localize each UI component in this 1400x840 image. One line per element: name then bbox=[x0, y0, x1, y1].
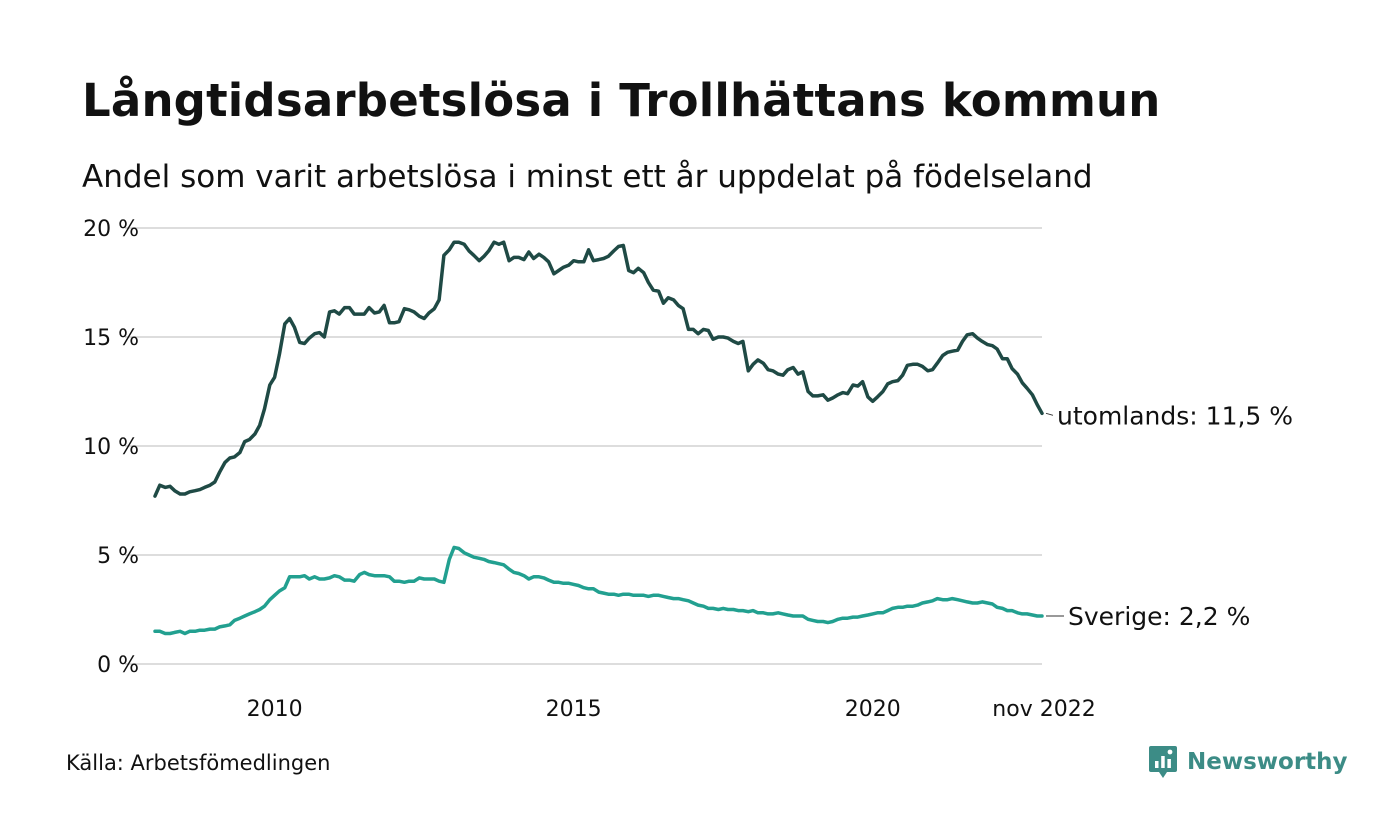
end-label-utomlands: utomlands: 11,5 % bbox=[1057, 401, 1293, 430]
series-line-utomlands bbox=[153, 240, 1044, 498]
chart-subtitle: Andel som varit arbetslösa i minst ett å… bbox=[82, 159, 1093, 195]
x-axis-ticks: 2010 2015 2020 nov 2022 bbox=[247, 697, 1096, 722]
x-tick-label: 2015 bbox=[546, 697, 602, 722]
end-label-sverige: Sverige: 2,2 % bbox=[1068, 602, 1250, 631]
y-axis-ticks: 0 % 5 % 10 % 15 % 20 % bbox=[83, 217, 139, 678]
y-tick-label: 10 % bbox=[83, 435, 139, 460]
y-tick-label: 20 % bbox=[83, 217, 139, 242]
end-label-leader bbox=[1045, 412, 1054, 416]
chart-title: Långtidsarbetslösa i Trollhättans kommun bbox=[82, 74, 1161, 127]
y-tick-label: 15 % bbox=[83, 326, 139, 351]
series-line-sverige bbox=[153, 545, 1044, 636]
x-tick-label: 2010 bbox=[247, 697, 303, 722]
x-tick-label: nov 2022 bbox=[992, 697, 1095, 722]
grid-lines bbox=[125, 227, 1042, 665]
brand-name: Newsworthy bbox=[1187, 749, 1348, 775]
x-tick-label: 2020 bbox=[845, 697, 901, 722]
y-tick-label: 0 % bbox=[97, 653, 139, 678]
brand-logo: Newsworthy bbox=[1148, 742, 1348, 782]
series-lines bbox=[153, 240, 1044, 636]
end-labels: utomlands: 11,5 % Sverige: 2,2 % bbox=[1045, 401, 1293, 631]
y-tick-label: 5 % bbox=[97, 544, 139, 569]
source-note: Källa: Arbetsfömedlingen bbox=[66, 751, 331, 775]
newsworthy-logo-icon bbox=[1149, 746, 1177, 778]
